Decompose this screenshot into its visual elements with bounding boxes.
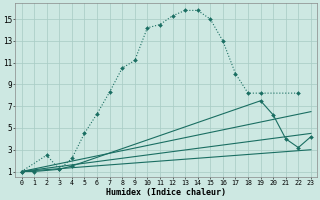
X-axis label: Humidex (Indice chaleur): Humidex (Indice chaleur) — [106, 188, 226, 197]
